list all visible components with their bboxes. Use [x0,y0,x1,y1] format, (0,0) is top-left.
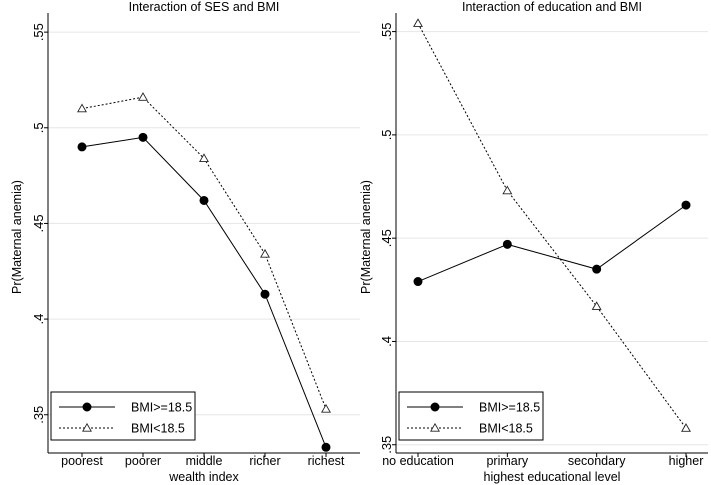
legend-label: BMI>=18.5 [131,401,192,415]
y-tick-label: .45 [31,214,46,232]
x-tick-label: no education [382,454,454,468]
legend-marker [82,402,92,412]
data-point [413,277,423,287]
y-tick-label: .35 [31,406,46,424]
chart-title: Interaction of education and BMI [462,0,642,14]
y-axis-label: Pr(Maternal anemia) [10,180,24,294]
y-tick-label: .5 [379,129,394,140]
data-point [138,132,148,142]
legend-marker [430,422,440,432]
x-tick-label: richest [308,454,345,468]
legend-box [398,391,544,441]
chart-1: Interaction of SES and BMI .35 .4 .45 .5 .55 p… [10,0,360,484]
data-point [502,239,512,249]
x-tick-label: higher [669,454,704,468]
data-point [199,153,209,162]
data-point [592,264,602,274]
series-line [417,204,687,283]
x-tick-label: primary [486,454,528,468]
y-tick-label: .45 [379,229,394,247]
x-tick-label: poorest [61,454,103,468]
y-tick-label: .35 [379,436,394,454]
data-point [260,289,270,299]
legend-label: BMI<18.5 [479,422,533,436]
data-point [321,403,331,413]
x-tick-label: secondary [568,454,626,468]
legend-label: BMI>=18.5 [479,401,540,415]
data-point [77,142,87,152]
series-1 [77,132,331,452]
y-tick-label: .5 [31,122,46,133]
y-tick-label: .55 [31,23,46,41]
data-point [77,103,87,113]
legend: BMI>=18.5 BMI<18.5 [50,391,196,441]
data-point [502,185,513,195]
series-1 [413,200,691,287]
chart-2: Interaction of education and BMI .35 .4 .45… [359,0,708,484]
legend: BMI>=18.5 BMI<18.5 [398,391,544,441]
data-point [199,195,209,205]
data-point [591,301,602,310]
x-axis-label: wealth index [168,470,239,484]
x-tick-label: richer [249,454,280,468]
data-point [321,442,331,452]
legend-box [50,391,196,441]
data-point [138,92,148,101]
series-line [417,23,687,429]
legend-marker [430,402,440,412]
series-2 [413,18,691,432]
data-point [681,423,691,432]
series-2 [77,92,331,413]
legend-label: BMI<18.5 [131,422,185,436]
data-point [260,248,270,258]
data-point [681,200,691,210]
x-tick-label: poorer [125,454,161,468]
x-tick-label: middle [186,454,223,468]
legend-marker [82,422,92,432]
x-axis-label: highest educational level [484,470,621,484]
series-line [81,96,327,410]
y-axis-label: Pr(Maternal anemia) [359,180,373,294]
data-point [413,18,423,27]
y-tick-label: .4 [379,336,394,347]
y-tick-label: .55 [379,23,394,41]
y-tick-label: .4 [31,314,46,325]
chart-title: Interaction of SES and BMI [129,0,280,14]
